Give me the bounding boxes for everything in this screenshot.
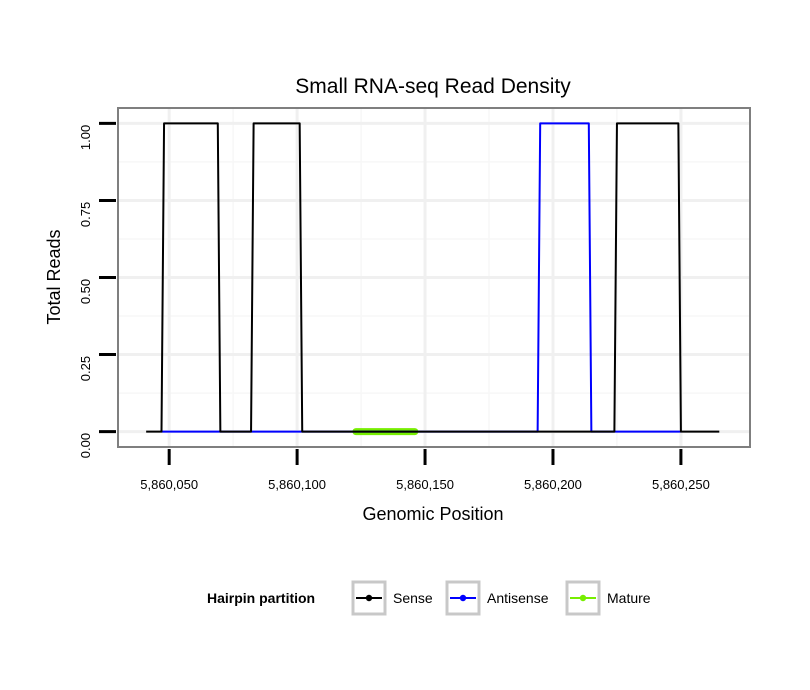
x-tick-label: 5,860,050 (140, 477, 198, 492)
x-axis-title: Genomic Position (362, 504, 503, 524)
legend: Hairpin partition Sense Antisense Mature (207, 580, 651, 616)
legend-items: Sense Antisense Mature (351, 580, 651, 616)
legend-label: Mature (607, 590, 651, 606)
y-axis: 0.00 0.25 0.50 0.75 1.00 (78, 121, 116, 458)
y-axis-title: Total Reads (44, 229, 64, 324)
series-line-sense (146, 122, 720, 433)
series-layer (146, 122, 720, 436)
x-axis: 5,860,050 5,860,100 5,860,150 5,860,200 5,86… (140, 449, 710, 492)
y-tick-label: 0.25 (78, 356, 93, 381)
x-tick-label: 5,860,200 (524, 477, 582, 492)
chart-title: Small RNA-seq Read Density (295, 75, 571, 98)
y-tick-label: 0.75 (78, 202, 93, 227)
y-tick-label: 0.50 (78, 279, 93, 304)
legend-label: Antisense (487, 590, 549, 606)
plot-border (117, 107, 751, 448)
legend-key-point (459, 594, 467, 602)
legend-item-antisense: Antisense (445, 580, 549, 616)
x-tick-label: 5,860,150 (396, 477, 454, 492)
x-tick-label: 5,860,100 (268, 477, 326, 492)
legend-item-sense: Sense (351, 580, 433, 616)
y-tick-label: 1.00 (78, 125, 93, 150)
legend-title: Hairpin partition (207, 590, 315, 606)
legend-key-point (579, 594, 587, 602)
legend-item-mature: Mature (565, 580, 651, 616)
x-tick-label: 5,860,250 (652, 477, 710, 492)
y-tick-label: 0.00 (78, 433, 93, 458)
legend-key-point (365, 594, 373, 602)
legend-label: Sense (393, 590, 433, 606)
